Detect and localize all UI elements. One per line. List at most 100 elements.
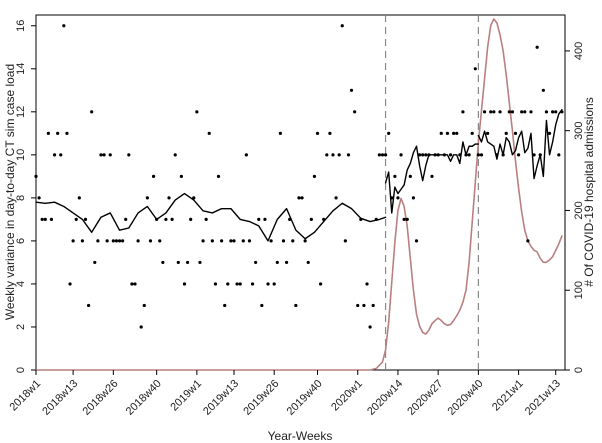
point-157: [520, 110, 524, 114]
point-151: [501, 153, 505, 157]
point-33: [136, 239, 140, 243]
point-149: [495, 153, 499, 157]
point-26: [114, 239, 119, 243]
point-55: [204, 217, 208, 221]
point-131: [439, 131, 443, 135]
y-left-tick-label-4: 8: [15, 195, 27, 201]
point-48: [182, 282, 187, 286]
x-tick-label-2: 2018w26: [80, 378, 120, 418]
point-148: [492, 110, 496, 114]
point-52: [195, 110, 199, 114]
point-167: [551, 110, 555, 114]
y-left-tick-label-7: 14: [15, 63, 27, 75]
point-51: [192, 196, 196, 200]
point-27: [117, 239, 122, 243]
point-74: [263, 217, 267, 221]
point-150: [498, 110, 502, 114]
point-90: [312, 174, 317, 178]
point-0: [34, 174, 38, 178]
point-79: [278, 131, 282, 135]
point-15: [80, 239, 84, 243]
y-right-tick-label-0: 0: [573, 367, 585, 373]
point-122: [411, 196, 416, 200]
points-layer: [34, 24, 564, 329]
point-137: [458, 153, 462, 157]
point-159: [526, 239, 530, 243]
point-144: [479, 153, 484, 157]
point-4: [46, 131, 50, 135]
point-166: [547, 131, 552, 135]
point-75: [266, 282, 270, 286]
y-right-tick-label-4: 400: [573, 42, 585, 60]
x-tick-label-11: 2020w40: [446, 378, 486, 418]
point-20: [96, 239, 100, 243]
point-85: [297, 196, 301, 200]
point-169: [557, 153, 561, 157]
point-7: [56, 131, 60, 135]
point-10: [65, 131, 69, 135]
admissions-line: [35, 18, 563, 371]
point-134: [448, 153, 453, 157]
point-14: [77, 196, 81, 200]
point-153: [507, 110, 511, 114]
point-101: [346, 153, 351, 157]
point-94: [325, 153, 329, 157]
x-tick-label-10: 2020w27: [405, 378, 445, 418]
point-155: [513, 131, 518, 135]
x-tick-label-12: 2021w1: [490, 378, 526, 414]
point-3: [43, 217, 47, 221]
point-16: [83, 217, 88, 221]
point-47: [179, 174, 183, 178]
point-36: [145, 196, 149, 200]
point-89: [309, 217, 313, 221]
point-5: [49, 217, 54, 221]
point-143: [476, 153, 480, 157]
x-tick-label-1: 2018w13: [40, 378, 80, 418]
y-left-tick-label-5: 10: [15, 149, 27, 161]
point-24: [108, 153, 112, 157]
point-127: [427, 153, 431, 157]
y-left-tick-label-1: 2: [15, 324, 27, 330]
point-56: [207, 131, 211, 135]
point-129: [433, 153, 437, 157]
point-95: [328, 131, 332, 135]
point-88: [306, 260, 310, 265]
point-165: [544, 110, 549, 114]
point-25: [111, 239, 115, 243]
point-82: [288, 217, 292, 221]
point-6: [52, 153, 57, 157]
point-107: [365, 282, 369, 286]
point-87: [303, 239, 307, 243]
line-line-2: [384, 141, 480, 214]
x-tick-label-8: 2020w1: [329, 378, 365, 414]
point-49: [185, 260, 190, 265]
point-128: [430, 174, 434, 178]
point-160: [529, 110, 533, 114]
point-115: [390, 196, 394, 200]
point-1: [37, 196, 41, 200]
point-66: [238, 282, 242, 286]
point-62: [226, 282, 230, 286]
point-109: [371, 303, 375, 308]
point-97: [334, 196, 338, 200]
point-77: [272, 282, 276, 286]
point-54: [201, 239, 205, 243]
y-axis-left-label: Weekly variance in day-to-day CT sim cas…: [3, 64, 17, 320]
y-left-tick-label-2: 4: [15, 281, 27, 287]
x-tick-label-5: 2019w13: [201, 378, 241, 418]
point-34: [139, 325, 143, 329]
point-136: [455, 131, 459, 135]
point-105: [359, 217, 363, 221]
x-tick-label-9: 2020w14: [365, 378, 405, 418]
x-tick-label-4: 2019w1: [168, 378, 204, 414]
point-168: [554, 110, 558, 114]
point-60: [220, 239, 224, 243]
point-170: [560, 110, 564, 114]
point-103: [353, 110, 357, 114]
point-70: [250, 282, 255, 286]
point-12: [71, 239, 75, 243]
point-23: [105, 239, 109, 243]
point-13: [74, 217, 78, 221]
